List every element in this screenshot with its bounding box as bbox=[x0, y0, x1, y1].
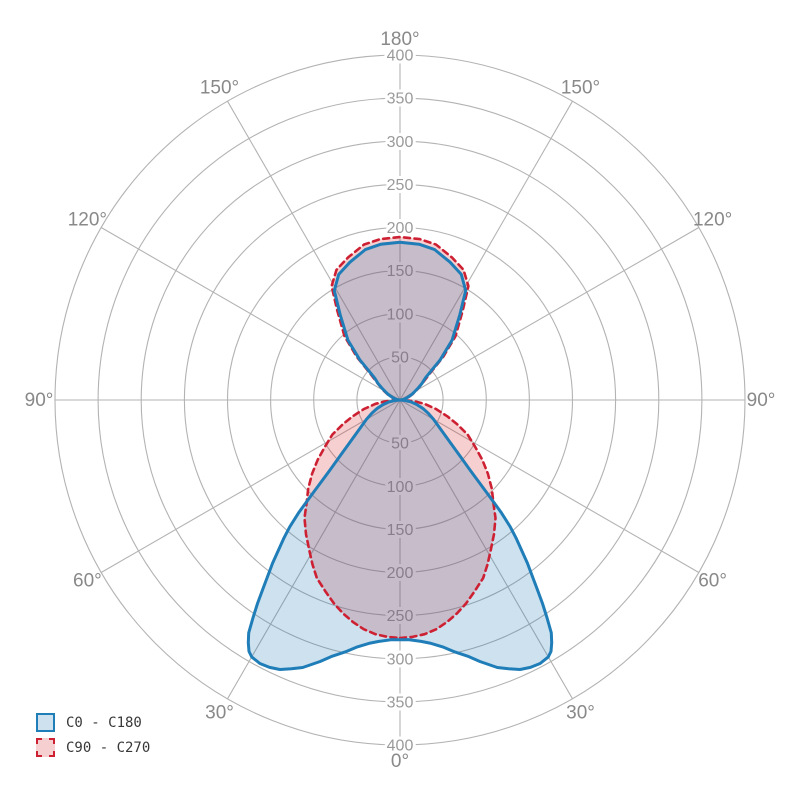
angle-labels: 0° 30° 30° 60° 60° 90° 90° 120° 120° 150° 150° 180° bbox=[25, 29, 776, 772]
angle-label-0: 0° bbox=[391, 751, 409, 772]
series-c90-c270-curve bbox=[303, 235, 497, 640]
radial-tick-200-top: 200 bbox=[387, 220, 414, 237]
series-fills bbox=[248, 237, 552, 670]
radial-tick-50-bottom: 50 bbox=[391, 436, 409, 453]
angle-label-60-left: 60° bbox=[73, 571, 102, 592]
angle-label-150-left: 150° bbox=[200, 77, 239, 98]
angle-label-120-right: 120° bbox=[693, 210, 732, 231]
radial-tick-150-top: 150 bbox=[387, 263, 414, 280]
angle-label-90-left: 90° bbox=[25, 390, 54, 411]
series-c90-c270-fill bbox=[304, 237, 496, 638]
legend-swatch-c0-c180-icon bbox=[36, 713, 55, 732]
legend-label-c90-c270: C90 - C270 bbox=[66, 739, 151, 756]
radial-tick-labels: 50 50 100 100 150 150 200 200 250 250 300 300 350 350… bbox=[384, 45, 417, 758]
angle-label-90-right: 90° bbox=[747, 390, 776, 411]
radial-tick-200-bottom: 200 bbox=[387, 565, 414, 582]
legend-item-c90-c270: C90 - C270 bbox=[36, 735, 150, 760]
series-strokes bbox=[246, 235, 554, 671]
angle-label-30-right: 30° bbox=[566, 703, 595, 724]
radial-tick-250-bottom: 250 bbox=[387, 608, 414, 625]
radial-tick-350-bottom: 350 bbox=[387, 694, 414, 711]
angle-label-150-right: 150° bbox=[561, 77, 600, 98]
legend-label-c0-c180: C0 - C180 bbox=[66, 714, 142, 731]
angle-label-180: 180° bbox=[380, 29, 419, 50]
radial-tick-100-bottom: 100 bbox=[387, 479, 414, 496]
radial-tick-300-top: 300 bbox=[387, 134, 414, 151]
radial-tick-400-top: 400 bbox=[387, 48, 414, 65]
radial-tick-100-top: 100 bbox=[387, 306, 414, 323]
radial-tick-250-top: 250 bbox=[387, 177, 414, 194]
angle-label-120-left: 120° bbox=[68, 210, 107, 231]
radial-tick-300-bottom: 300 bbox=[387, 651, 414, 668]
legend: C0 - C180 C90 - C270 bbox=[36, 710, 150, 760]
legend-item-c0-c180: C0 - C180 bbox=[36, 710, 150, 735]
series-c0-c180-curve bbox=[246, 240, 554, 671]
angle-label-60-right: 60° bbox=[698, 571, 727, 592]
legend-swatch-c90-c270-icon bbox=[36, 738, 55, 757]
series-c0-c180-fill bbox=[248, 242, 552, 670]
radial-tick-350-top: 350 bbox=[387, 91, 414, 108]
radial-tick-400-bottom: 400 bbox=[387, 738, 414, 755]
angle-label-30-left: 30° bbox=[205, 703, 234, 724]
radial-tick-150-bottom: 150 bbox=[387, 522, 414, 539]
radial-tick-50-top: 50 bbox=[391, 349, 409, 366]
